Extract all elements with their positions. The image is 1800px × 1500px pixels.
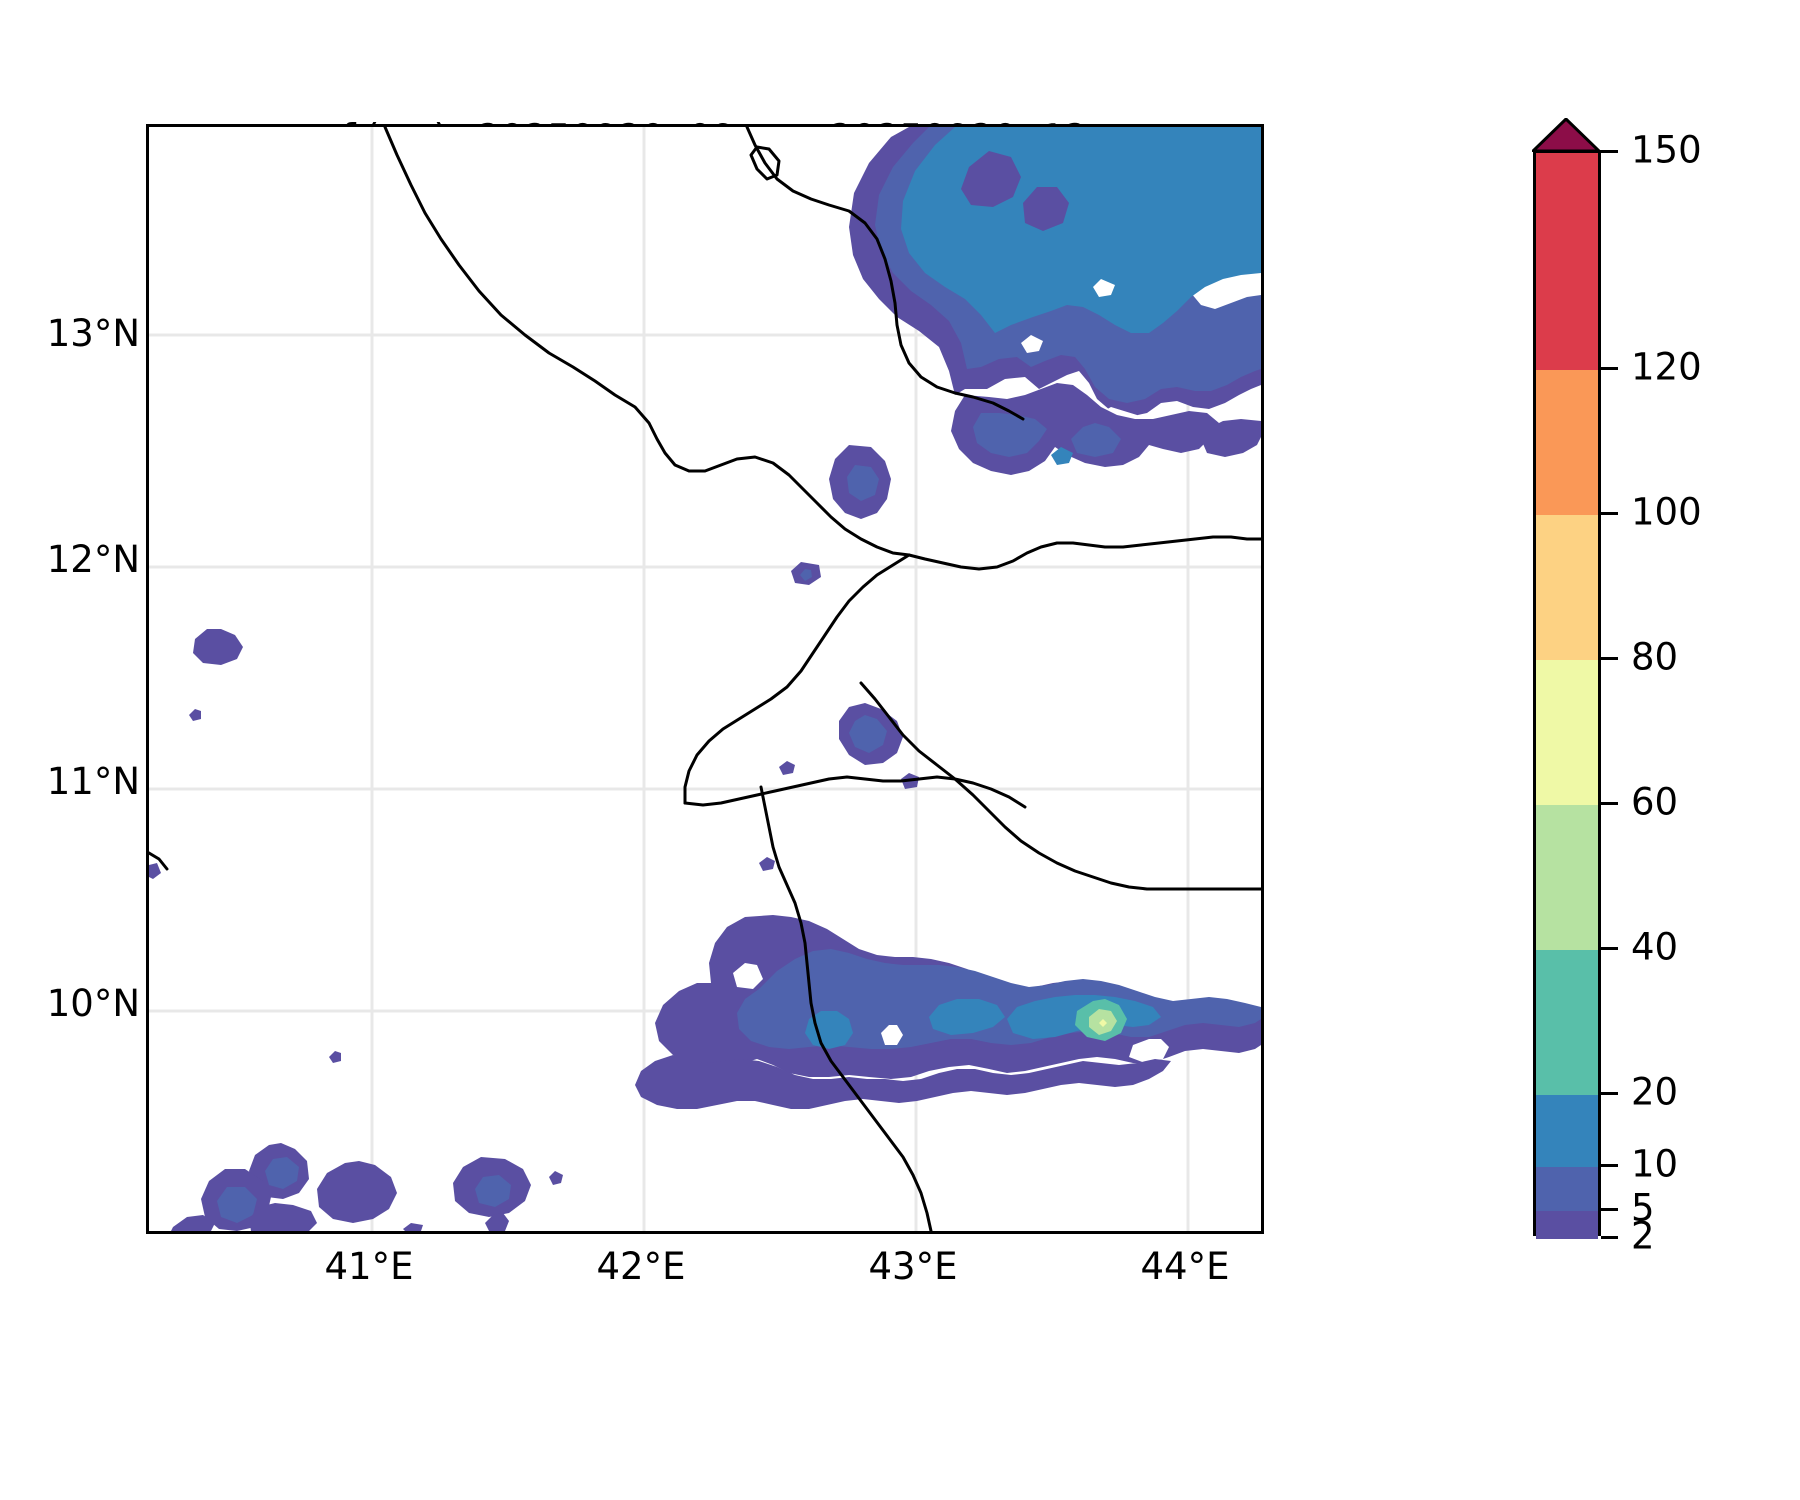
contour-band-5-10-coastal-speck	[800, 569, 812, 581]
contour-band-2-5-ne-tongue	[961, 151, 1069, 231]
colorbar-band-120-150	[1536, 153, 1598, 370]
colorbar-ticklabel-10: 10	[1631, 1142, 1679, 1186]
colorbar-band-100-120	[1536, 370, 1598, 515]
contour-band-5-10-sw-b	[217, 1187, 257, 1223]
rainfall-contours	[149, 127, 1261, 1231]
contour-speck-sw-i	[329, 1051, 341, 1063]
xtick-label-41E: 41°E	[324, 1245, 414, 1288]
colorbar-ticklabel-60: 60	[1631, 780, 1679, 824]
coastline-inner-gulf	[683, 775, 1027, 809]
contour-band-10-20-southern-b	[929, 999, 1005, 1035]
map-plot-area	[149, 127, 1261, 1231]
colorbar-tickmark-150	[1601, 150, 1618, 153]
colorbar-band-10-20	[1536, 1095, 1598, 1167]
colorbar-tickmark-5	[1601, 1208, 1618, 1211]
colorbar-ticklabel-150: 150	[1631, 128, 1702, 172]
contour-speck-mid-d	[759, 857, 775, 871]
colorbar-band-60-80	[1536, 660, 1598, 805]
colorbar-ticklabel-20: 20	[1631, 1070, 1679, 1114]
contour-speck-west-a	[189, 709, 201, 721]
contour-band-2-5-sw-e	[171, 1215, 215, 1231]
xtick-label-42E: 42°E	[596, 1245, 686, 1288]
border-djibouti-inland	[683, 553, 911, 805]
contour-band-5-10-ne-lower	[973, 413, 1121, 457]
colorbar-ticklabel-40: 40	[1631, 925, 1679, 969]
coastline-gulf-of-tadjoura	[907, 535, 1261, 571]
contour-band-5-10-sw-a	[265, 1157, 299, 1189]
ytick-label-11N: 11°N	[46, 760, 140, 803]
colorbar-ticklabel-100: 100	[1631, 490, 1702, 534]
contour-hole-northeast	[1021, 279, 1143, 453]
border-somaliland	[859, 681, 1261, 891]
colorbar-gradient	[1533, 150, 1601, 1239]
coastline-island	[749, 145, 781, 181]
colorbar-band-40-60	[1536, 805, 1598, 950]
contour-band-10-20-southern-a	[805, 1011, 853, 1049]
colorbar-ticks: 150 120 100 80 60 40 20 10 5 2	[1533, 129, 1793, 1270]
coastline-northeast	[745, 127, 1025, 421]
colorbar-ticklabel-5: 5	[1631, 1186, 1655, 1230]
ytick-label-12N: 12°N	[46, 538, 140, 581]
colorbar-ticklabel-120: 120	[1631, 345, 1702, 389]
contour-speck-sw-f	[403, 1223, 423, 1231]
colorbar: 150 120 100 80 60 40 20 10 5 2	[1532, 118, 1702, 1258]
colorbar-tickmark-40	[1601, 947, 1618, 950]
map-axes	[146, 124, 1264, 1234]
ytick-label-10N: 10°N	[46, 982, 140, 1025]
contour-band-2-5-sw-tail	[249, 1203, 317, 1231]
map-graphic	[149, 127, 1261, 1231]
colorbar-band-2-5	[1536, 1211, 1598, 1239]
contour-band-5-10-central	[847, 465, 879, 501]
colorbar-tickmark-60	[1601, 802, 1618, 805]
colorbar-band-80-100	[1536, 515, 1598, 660]
contour-band-2-5-sw-c	[317, 1161, 397, 1223]
contour-band-2-5-southern-lower	[635, 1055, 1171, 1109]
xtick-label-44E: 44°E	[1140, 1245, 1230, 1288]
colorbar-ticklabel-2: 2	[1631, 1214, 1655, 1258]
contour-speck-10-20-ne	[1051, 447, 1073, 465]
contour-speck-west-b	[149, 863, 161, 879]
colorbar-tickmark-20	[1601, 1092, 1618, 1095]
colorbar-tickmark-80	[1601, 657, 1618, 660]
colorbar-band-5-10	[1536, 1167, 1598, 1211]
colorbar-ticklabel-80: 80	[1631, 635, 1679, 679]
contour-band-2-5-west-cell	[193, 629, 243, 665]
contour-band-5-10-sw-d	[475, 1175, 511, 1207]
border-ethiopia-south	[759, 785, 933, 1231]
colorbar-band-20-40	[1536, 950, 1598, 1095]
border-line-north	[383, 127, 911, 557]
xtick-label-43E: 43°E	[868, 1245, 958, 1288]
colorbar-tickmark-100	[1601, 512, 1618, 515]
coastline-west-edge	[149, 851, 169, 871]
contour-speck-mid-b	[779, 761, 795, 775]
colorbar-tickmark-2	[1601, 1236, 1618, 1239]
contour-speck-sw-g	[485, 1213, 509, 1231]
contour-speck-sw-h	[549, 1171, 563, 1185]
contour-band-60-80-southern	[1099, 1019, 1107, 1027]
colorbar-tickmark-10	[1601, 1164, 1618, 1167]
contour-band-2-5-ne-arm	[1201, 419, 1261, 457]
colorbar-tickmark-120	[1601, 367, 1618, 370]
colorbar-extend-arrow	[1532, 118, 1600, 152]
contour-band-5-10-mid-a	[849, 715, 887, 753]
map-boundaries	[149, 127, 1261, 1231]
